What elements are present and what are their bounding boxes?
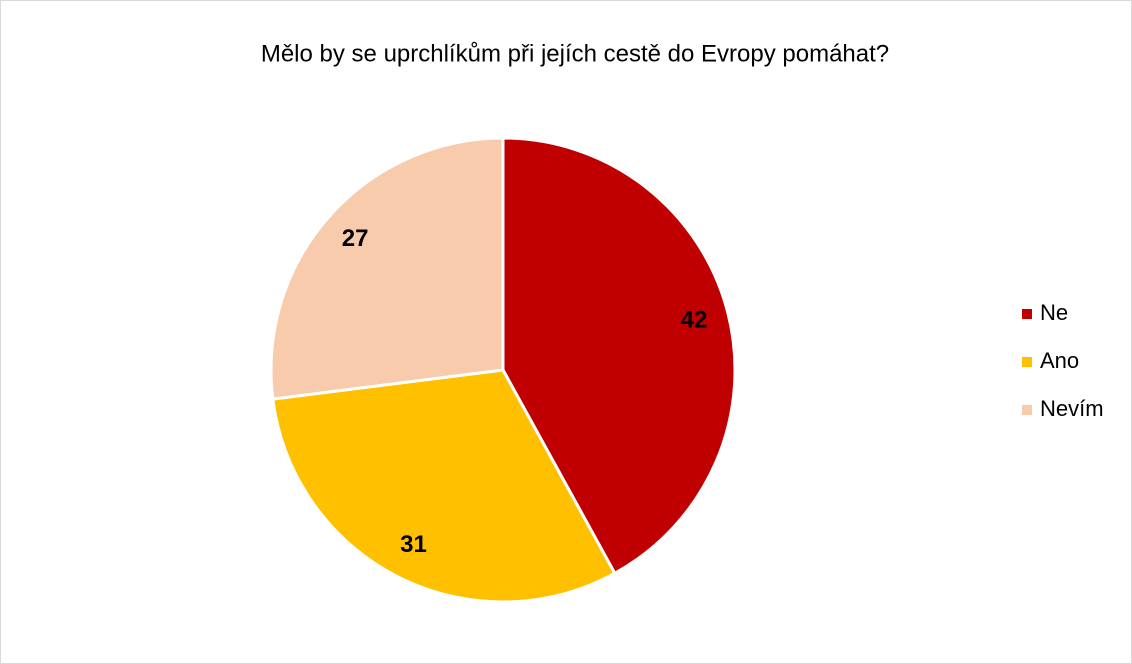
legend-swatch — [1022, 309, 1032, 319]
legend-swatch — [1022, 357, 1032, 367]
data-label: 42 — [681, 306, 708, 333]
data-label: 31 — [400, 531, 427, 558]
legend-swatch — [1022, 405, 1032, 415]
pie-slice — [269, 136, 505, 401]
legend-label: Ne — [1040, 300, 1068, 325]
chart-title: Mělo by se uprchlíkům při jejích cestě d… — [261, 40, 889, 67]
legend-label: Ano — [1040, 348, 1079, 373]
data-label: 27 — [342, 225, 369, 252]
pie-slice — [271, 368, 617, 604]
legend-label: Nevím — [1040, 396, 1104, 421]
pie-slice — [501, 136, 737, 576]
